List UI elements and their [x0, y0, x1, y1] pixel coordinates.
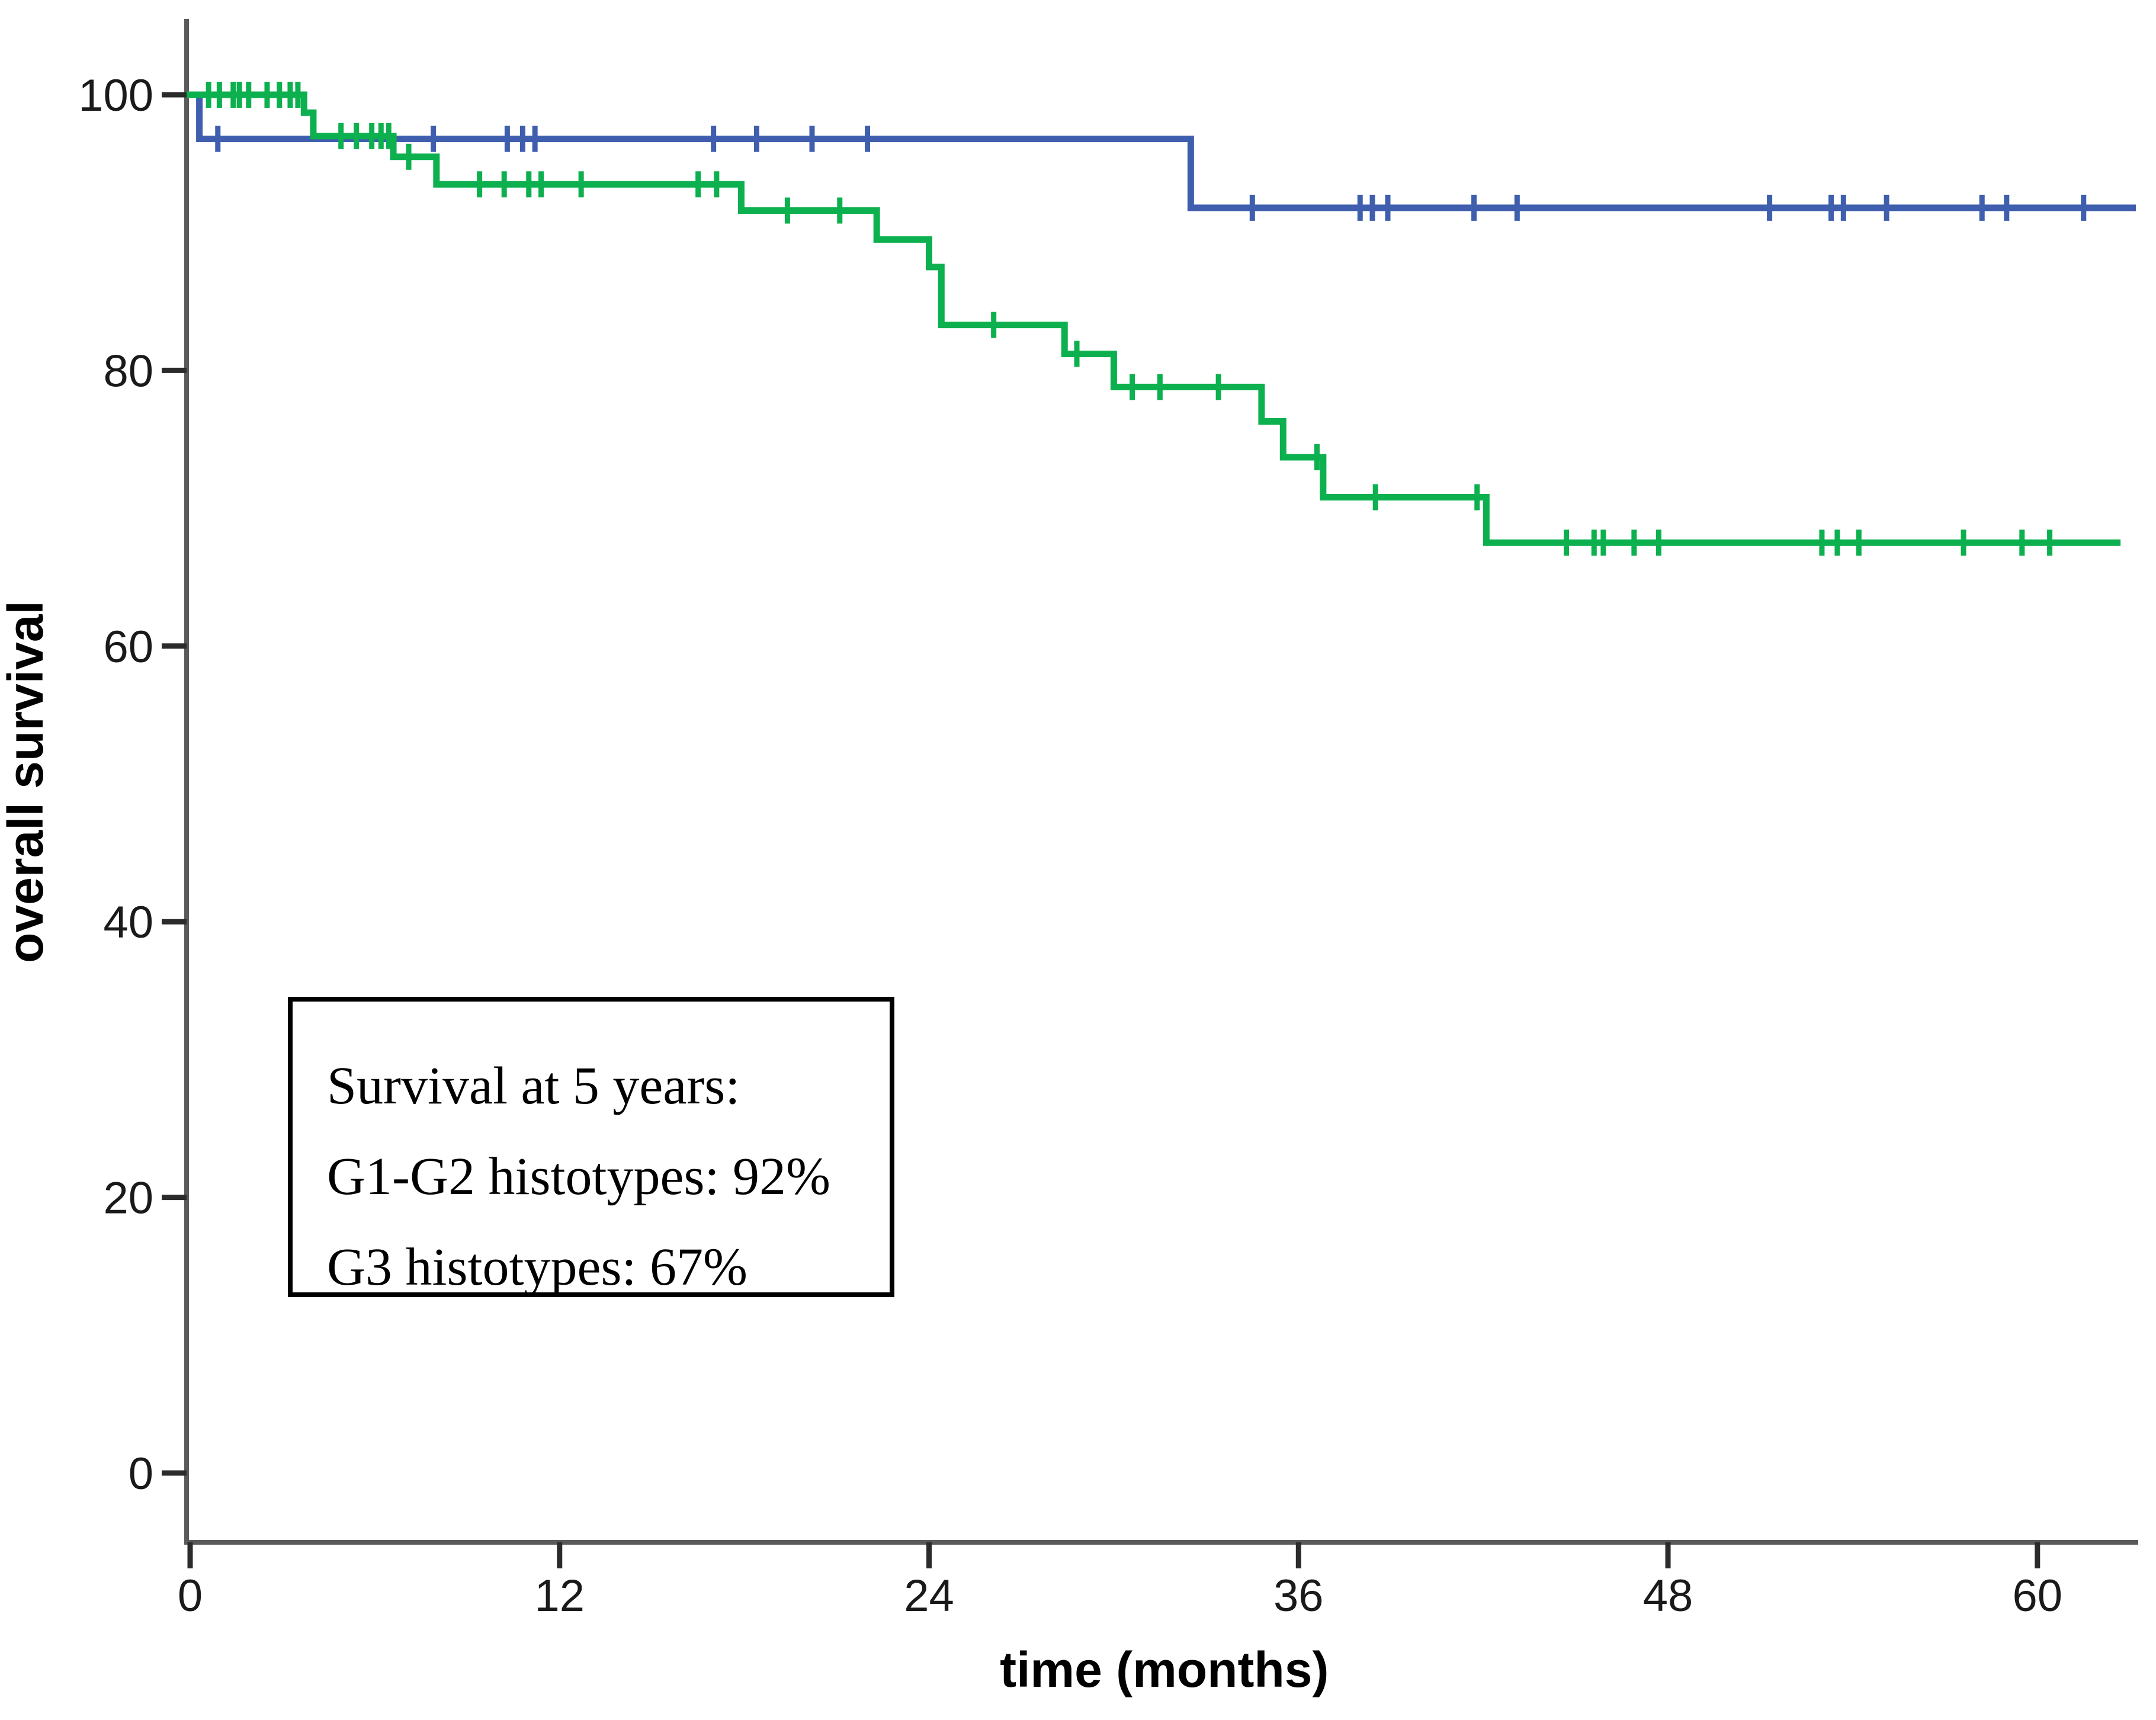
x-tick-label: 48 [1643, 1571, 1693, 1621]
y-tick-label: 60 [103, 622, 153, 672]
annotation-line-g1-g2: G1-G2 histotypes: 92% [327, 1147, 830, 1206]
y-tick-label: 100 [78, 70, 153, 121]
x-tick-label: 24 [904, 1571, 954, 1621]
annotation-line-g3: G3 histotypes: 67% [327, 1238, 747, 1297]
y-tick-label: 0 [129, 1449, 153, 1499]
annotation-line-title: Survival at 5 years: [327, 1057, 740, 1115]
x-tick-label: 60 [2013, 1571, 2063, 1621]
x-tick-label: 0 [178, 1571, 203, 1621]
y-tick-label: 20 [103, 1173, 153, 1224]
x-tick-label: 12 [534, 1571, 585, 1621]
y-axis-title: overall survival [0, 601, 53, 963]
survival-curve-g3-histotypes [187, 91, 2121, 546]
x-axis-title: time (months) [1000, 1642, 1329, 1697]
annotation-box: Survival at 5 years: G1-G2 histotypes: 9… [288, 997, 894, 1297]
x-tick-label: 36 [1273, 1571, 1324, 1621]
y-tick-label: 40 [103, 897, 153, 948]
y-tick-label: 80 [103, 346, 153, 396]
